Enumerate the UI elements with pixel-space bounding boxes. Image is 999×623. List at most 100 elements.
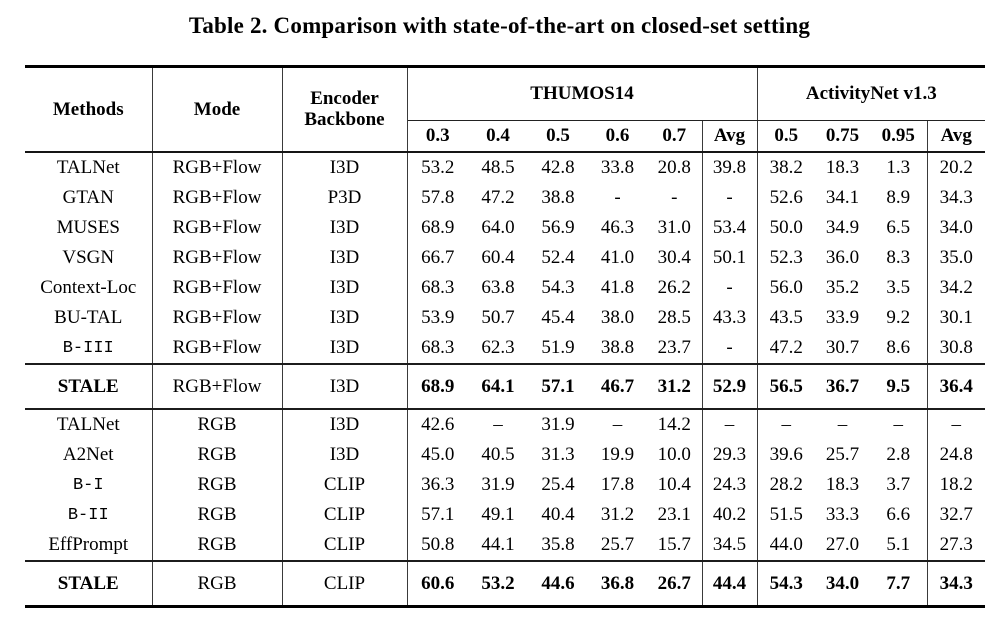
value-cell-anet-0.95: 1.3: [870, 152, 928, 183]
value-cell-thumos-0.4: –: [493, 414, 503, 435]
value-cell-anet-0.95: 6.5: [870, 213, 928, 243]
value-cell-thumos-avg: 29.3: [702, 440, 758, 470]
mode-cell: RGB+Flow: [152, 273, 283, 303]
table-row: MUSES RGB+Flow I3D 68.9 64.0 56.9 46.3 3…: [25, 213, 985, 243]
value-cell-anet-0.5: –: [781, 414, 792, 435]
value-cell-anet-0.5: 50.0: [769, 217, 803, 238]
table-row: TALNet RGB I3D 42.6 – 31.9 – 14.2 – – – …: [25, 409, 985, 440]
value-cell-thumos-0.4: 47.2: [481, 187, 515, 208]
value-cell-thumos-0.6: 33.8: [600, 157, 635, 178]
value-cell-thumos-avg: -: [702, 273, 758, 303]
value-cell-anet-0.5: 56.0: [769, 277, 803, 298]
value-cell-anet-avg: 30.1: [939, 307, 973, 328]
value-cell-anet-avg: 27.3: [927, 530, 986, 562]
value-cell-thumos-0.7: 23.1: [647, 500, 703, 530]
mode-cell: RGB: [152, 530, 283, 562]
value-cell-thumos-0.6: 41.0: [600, 247, 635, 268]
col-header-methods: Methods: [25, 66, 153, 153]
value-cell-anet-avg: 24.8: [939, 444, 973, 465]
value-cell-thumos-0.7: 28.5: [647, 303, 703, 333]
method-cell: STALE: [25, 364, 153, 410]
value-cell-anet-0.75: 30.7: [815, 333, 871, 365]
value-cell-anet-avg: 30.8: [927, 333, 986, 365]
value-cell-anet-0.95: 9.2: [870, 303, 928, 333]
value-cell-thumos-0.5: 38.8: [541, 187, 575, 208]
col-group-activitynet: ActivityNet v1.3: [757, 66, 986, 121]
value-cell-anet-avg: 32.7: [939, 504, 973, 525]
backbone-cell: I3D: [282, 364, 408, 410]
method-cell: A2Net: [25, 440, 153, 470]
value-cell-anet-0.75: 34.1: [825, 187, 860, 208]
value-cell-thumos-0.6: -: [614, 187, 621, 208]
table-caption: Table 2. Comparison with state-of-the-ar…: [188, 13, 811, 38]
value-cell-anet-avg: 18.2: [939, 474, 973, 495]
tick-thumos-0.7: 0.7: [647, 120, 703, 153]
backbone-cell: I3D: [282, 333, 408, 365]
value-cell-thumos-0.6: 41.8: [600, 277, 635, 298]
value-cell-thumos-0.5: 31.9: [541, 414, 575, 435]
value-cell-thumos-0.5: 40.4: [541, 504, 575, 525]
value-cell-thumos-0.3: 57.1: [421, 504, 455, 525]
backbone-cell: I3D: [282, 152, 408, 183]
value-cell-thumos-0.3: 45.0: [421, 444, 455, 465]
value-cell-anet-0.75: 18.3: [825, 474, 860, 495]
header-tick-row: 0.3 0.4 0.5 0.6 0.7 Avg 0.5 0.75 0.95 Av…: [25, 120, 986, 153]
table-row: Context-Loc RGB+Flow I3D 68.3 63.8 54.3 …: [25, 273, 985, 303]
value-cell-anet-0.75: 27.0: [815, 530, 871, 562]
method-cell: BU-TAL: [25, 303, 153, 333]
value-cell-thumos-0.3: 66.7: [421, 247, 455, 268]
value-cell-thumos-avg: 39.8: [702, 152, 758, 183]
table-row: B-II RGB CLIP 57.1 49.1 40.4 31.2 23.1 4…: [25, 500, 985, 530]
tick-thumos-avg: Avg: [702, 120, 758, 153]
tick-thumos-0.4: 0.4: [468, 120, 528, 153]
value-cell-anet-0.75: 18.3: [825, 157, 860, 178]
value-cell-thumos-0.4: 62.3: [468, 333, 528, 365]
value-cell-thumos-0.3: 68.9: [407, 364, 468, 410]
value-cell-anet-0.5: 56.5: [757, 364, 816, 410]
col-header-encoder-backbone: Encoder Backbone: [282, 66, 408, 153]
results-table: Methods Mode Encoder Backbone THUMOS14 A…: [25, 65, 986, 608]
value-cell-anet-0.5: 43.5: [769, 307, 803, 328]
tick-thumos-0.6: 0.6: [588, 120, 647, 153]
value-cell-thumos-0.3: 50.8: [407, 530, 468, 562]
value-cell-anet-0.95: 3.7: [870, 470, 928, 500]
method-cell: Context-Loc: [25, 273, 153, 303]
value-cell-thumos-0.3: 53.2: [421, 157, 455, 178]
value-cell-thumos-0.6: 46.7: [588, 364, 647, 410]
value-cell-anet-avg: 34.3: [939, 572, 973, 594]
method-cell: MUSES: [25, 213, 153, 243]
value-cell-thumos-0.4: 64.1: [468, 364, 528, 410]
backbone-cell: CLIP: [282, 530, 408, 562]
value-cell-anet-avg: 35.0: [939, 247, 973, 268]
mode-cell: RGB+Flow: [152, 213, 283, 243]
table-row: TALNet RGB+Flow I3D 53.2 48.5 42.8 33.8 …: [25, 152, 985, 183]
value-cell-thumos-0.4: 48.5: [481, 157, 515, 178]
value-cell-anet-0.95: 8.6: [870, 333, 928, 365]
value-cell-thumos-0.6: 38.8: [588, 333, 647, 365]
value-cell-thumos-0.5: 25.4: [541, 474, 575, 495]
value-cell-anet-avg: 34.2: [939, 277, 973, 298]
value-cell-anet-0.75: 35.2: [825, 277, 860, 298]
value-cell-anet-0.5: 54.3: [769, 572, 803, 594]
value-cell-thumos-avg: 44.4: [702, 561, 758, 607]
value-cell-thumos-0.6: 46.3: [600, 217, 635, 238]
value-cell-anet-0.95: 8.9: [870, 183, 928, 213]
value-cell-thumos-0.7: 31.0: [647, 213, 703, 243]
value-cell-thumos-0.4: 40.5: [481, 444, 515, 465]
value-cell-thumos-0.7: 23.7: [647, 333, 703, 365]
backbone-cell: I3D: [282, 273, 408, 303]
value-cell-thumos-0.7: 15.7: [647, 530, 703, 562]
table-row: B-III RGB+Flow I3D 68.3 62.3 51.9 38.8 2…: [25, 333, 986, 365]
mode-cell: RGB+Flow: [152, 364, 283, 410]
value-cell-anet-0.75: 36.7: [815, 364, 871, 410]
value-cell-thumos-0.3: 53.9: [421, 307, 455, 328]
value-cell-thumos-0.6: 19.9: [600, 444, 635, 465]
value-cell-thumos-0.5: 35.8: [528, 530, 588, 562]
mode-cell: RGB: [152, 440, 283, 470]
value-cell-anet-avg: –: [951, 414, 962, 435]
method-cell: VSGN: [25, 243, 153, 273]
value-cell-anet-0.95: 2.8: [870, 440, 928, 470]
value-cell-anet-avg: 34.3: [939, 187, 973, 208]
value-cell-anet-0.95: 6.6: [870, 500, 928, 530]
value-cell-anet-0.95: 7.7: [870, 561, 928, 607]
